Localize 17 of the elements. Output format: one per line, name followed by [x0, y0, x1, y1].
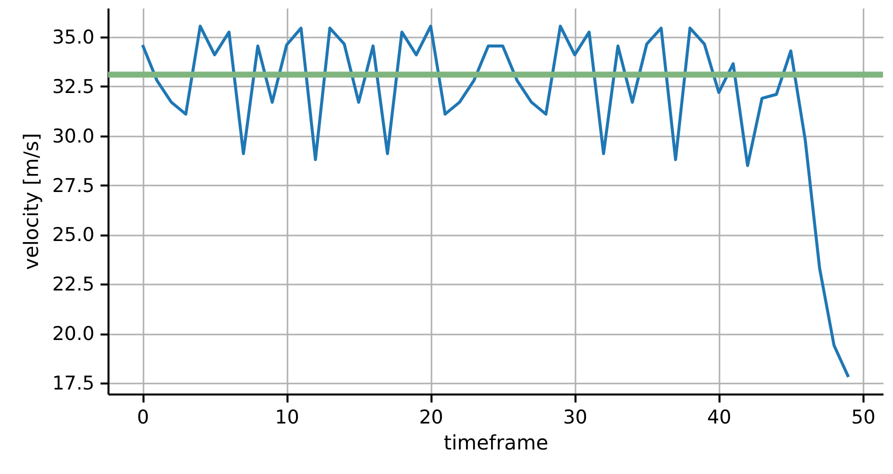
y-axis-title: velocity [m/s] [19, 133, 44, 270]
x-axis-title: timeframe [444, 430, 548, 454]
line-series [141, 24, 850, 379]
y-tick-label: 32.5 [52, 76, 94, 98]
x-tick-label: 0 [137, 406, 150, 428]
x-tick-label: 10 [275, 406, 300, 428]
y-tick-label: 35.0 [52, 26, 94, 49]
y-tick-label: 20.0 [52, 323, 94, 346]
y-tick-label: 17.5 [52, 372, 94, 394]
y-tick-label: 30.0 [52, 125, 94, 148]
x-tick-label: 40 [707, 406, 732, 428]
x-tick-label: 50 [851, 406, 876, 428]
x-tick-label: 20 [419, 406, 444, 428]
x-tick-label: 30 [563, 406, 588, 428]
y-tick-label: 25.0 [52, 224, 94, 246]
y-tick-label: 22.5 [52, 274, 94, 296]
y-tick-label: 27.5 [52, 174, 94, 197]
